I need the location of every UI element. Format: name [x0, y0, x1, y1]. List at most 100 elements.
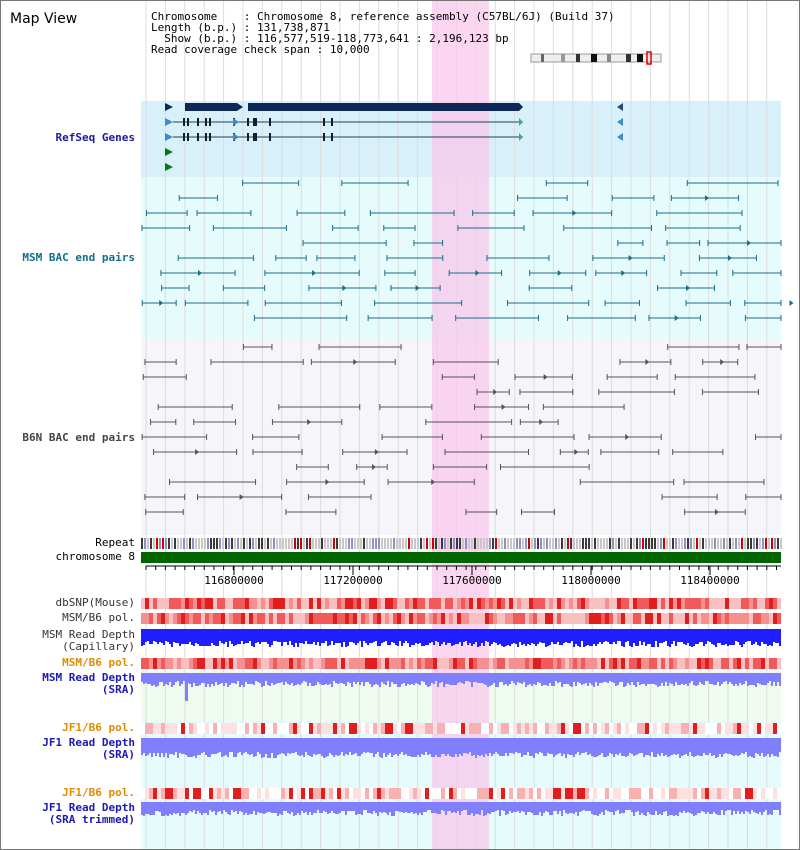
jf1-trimmed-depth-bar — [369, 810, 371, 813]
msm-b6-pol-cell — [313, 658, 317, 669]
msm-capillary-depth-bar — [343, 641, 345, 642]
msm-sra-depth-bar — [671, 681, 673, 684]
dbsnp-cell — [213, 598, 217, 609]
msm-capillary-depth-bar — [333, 641, 335, 645]
msm-b6-pol-cell — [581, 658, 585, 669]
jf1-sra-depth-bar — [763, 752, 765, 757]
jf1-sra-depth-bar — [407, 752, 409, 756]
msm-b6-pol-cell — [741, 658, 745, 669]
msm-sra-depth-bar — [743, 681, 745, 684]
jf1-trimmed-depth-bar — [565, 810, 567, 813]
jf1-sra-depth-bar — [485, 752, 487, 754]
msm-sra-depth-bar — [149, 681, 151, 684]
msm-sra-depth-bar — [765, 681, 767, 685]
msm-b6-pol-cell — [769, 658, 773, 669]
jf1-trimmed-depth-bar — [181, 810, 183, 813]
jf1-b6-pol-cell — [749, 723, 753, 734]
jf1-b6-pol-cell — [669, 723, 673, 734]
msm-capillary-depth-bar — [221, 641, 223, 643]
jf1-b6-pol-cell — [297, 723, 301, 734]
msm-sra-depth-bar — [501, 681, 503, 682]
jf1-b6-pol-cell — [573, 788, 577, 799]
msm-capillary-depth-bar — [163, 641, 165, 645]
repeat-element — [606, 538, 608, 549]
msm-sra-depth-bar — [211, 681, 213, 684]
msm-sra-depth-bar — [515, 681, 517, 685]
msm-capillary-depth-bar — [719, 641, 721, 643]
repeat-element — [588, 538, 590, 549]
jf1-b6-pol-cell — [613, 788, 617, 799]
track-label-b6n-bac[interactable]: B6N BAC end pairs — [22, 431, 135, 444]
track-label-msm-read-depth-capillary: MSM Read Depth (Capillary) — [1, 629, 135, 653]
msm-sra-depth-bar — [267, 681, 269, 685]
repeat-element — [345, 538, 347, 549]
jf1-b6-pol-cell — [621, 723, 625, 734]
track-label-msm-bac[interactable]: MSM BAC end pairs — [22, 251, 135, 264]
msm-b6-pol-cell — [601, 613, 605, 624]
jf1-b6-pol-cell — [769, 723, 773, 734]
jf1-trimmed-depth-bar — [471, 810, 473, 813]
repeat-element — [273, 538, 275, 549]
jf1-b6-pol-cell — [509, 723, 513, 734]
msm-b6-pol-cell — [413, 658, 417, 669]
jf1-sra-depth-bar — [157, 752, 159, 753]
jf1-sra-depth-bar — [609, 752, 611, 753]
jf1-trimmed-depth-bar — [297, 810, 299, 813]
exon — [269, 118, 271, 126]
track-label-jf1-b6-pol-2: JF1/B6 pol. — [62, 786, 135, 799]
msm-sra-depth-bar — [269, 681, 271, 686]
msm-capillary-depth-bar — [641, 641, 643, 645]
msm-capillary-depth-bar — [635, 641, 637, 646]
msm-sra-depth-bar — [561, 681, 563, 687]
jf1-sra-depth-bar — [621, 752, 623, 756]
jf1-trimmed-depth-bar — [639, 810, 641, 815]
jf1-trimmed-depth-bar — [153, 810, 155, 815]
msm-sra-depth-bar — [683, 681, 685, 685]
jf1-b6-pol-cell — [293, 788, 297, 799]
jf1-b6-pol-cell — [553, 788, 557, 799]
jf1-trimmed-depth-bar — [621, 810, 623, 813]
msm-capillary-depth-bar — [695, 641, 697, 644]
msm-sra-depth-bar — [487, 681, 489, 687]
jf1-trimmed-depth-bar — [165, 810, 167, 815]
repeat-element — [474, 538, 476, 549]
msm-capillary-depth-bar — [725, 641, 727, 644]
track-label-refseq[interactable]: RefSeq Genes — [55, 131, 135, 144]
msm-b6-pol-cell — [441, 658, 445, 669]
msm-b6-pol-cell — [661, 658, 665, 669]
msm-sra-depth-bar — [411, 681, 413, 684]
msm-capillary-depth-bar — [457, 641, 459, 644]
jf1-trimmed-depth-bar — [253, 810, 255, 811]
msm-sra-depth-bar — [259, 681, 261, 683]
msm-capillary-depth-bar — [565, 641, 567, 642]
msm-sra-depth-bar — [549, 681, 551, 683]
msm-capillary-depth-bar — [529, 641, 531, 645]
jf1-b6-pol-cell — [701, 723, 705, 734]
msm-sra-depth-bar — [693, 681, 695, 685]
msm-sra-depth-bar — [527, 681, 529, 685]
jf1-sra-depth-bar — [467, 752, 469, 754]
jf1-sra-depth-bar — [647, 752, 649, 755]
repeat-element — [351, 538, 353, 549]
dbsnp-cell — [717, 598, 721, 609]
jf1-trimmed-depth-bar — [493, 810, 495, 812]
jf1-b6-pol-cell — [465, 723, 469, 734]
msm-b6-pol-cell — [697, 613, 701, 624]
repeat-element — [261, 538, 263, 549]
repeat-element — [264, 538, 266, 549]
jf1-b6-pol-cell — [649, 788, 653, 799]
jf1-b6-pol-cell — [449, 723, 453, 734]
jf1-trimmed-depth-bar — [543, 810, 545, 813]
msm-capillary-depth-bar — [507, 641, 509, 645]
jf1-b6-pol-cell — [721, 788, 725, 799]
msm-capillary-depth-bar — [657, 641, 659, 647]
jf1-b6-pol-cell — [661, 723, 665, 734]
jf1-sra-depth-bar — [387, 752, 389, 755]
dbsnp-cell — [553, 598, 557, 609]
jf1-trimmed-depth-bar — [431, 810, 433, 813]
msm-capillary-depth-bar — [261, 641, 263, 642]
jf1-sra-depth-bar — [201, 752, 203, 753]
exon — [323, 133, 325, 141]
msm-b6-pol-cell — [761, 658, 765, 669]
